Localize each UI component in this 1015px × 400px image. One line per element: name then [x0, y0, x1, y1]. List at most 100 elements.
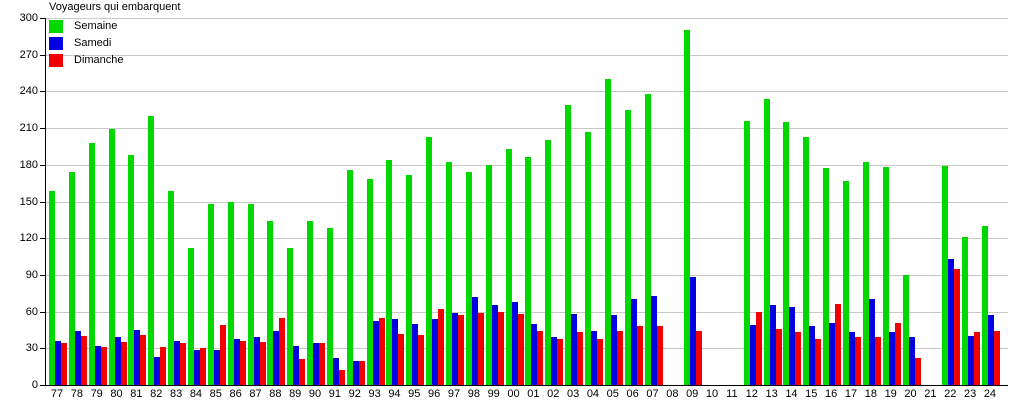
bar-samedi-03 [571, 314, 578, 385]
bar-samedi-89 [293, 345, 300, 385]
bar-dimanche-84 [199, 348, 206, 385]
x-tick-label-93: 93 [368, 388, 381, 400]
bar-samedi-79 [94, 345, 101, 385]
bar-samedi-02 [551, 337, 558, 385]
bar-dimanche-77 [61, 343, 67, 385]
bar-dimanche-78 [80, 336, 87, 385]
bar-semaine-88 [267, 221, 274, 385]
y-tick-mark-270 [40, 54, 45, 56]
bar-samedi-00 [511, 301, 518, 385]
bar-semaine-17 [843, 180, 849, 385]
x-tick-label-87: 87 [249, 388, 262, 400]
x-tick-label-96: 96 [428, 388, 441, 400]
x-tick-label-92: 92 [348, 388, 361, 400]
legend-label-samedi: Samedi [74, 37, 112, 49]
bar-dimanche-88 [279, 317, 286, 385]
bar-samedi-16 [829, 322, 836, 385]
bar-semaine-99 [485, 164, 492, 385]
x-tick-label-89: 89 [289, 388, 302, 400]
x-tick-label-07: 07 [646, 388, 659, 400]
bar-dimanche-20 [914, 358, 921, 385]
y-tick-mark-120 [40, 238, 45, 240]
y-tick-mark-30 [40, 348, 45, 350]
y-tick-label-0: 0 [31, 379, 38, 391]
bar-samedi-82 [154, 356, 161, 385]
bar-samedi-13 [769, 305, 776, 385]
gridline-300 [46, 18, 1008, 19]
bar-dimanche-98 [477, 312, 484, 385]
bar-dimanche-12 [755, 311, 762, 385]
y-tick-label-120: 120 [19, 232, 38, 245]
bar-semaine-84 [187, 248, 194, 385]
bar-samedi-77 [55, 340, 61, 385]
bar-dimanche-95 [418, 334, 425, 385]
bar-semaine-20 [902, 274, 909, 385]
bar-semaine-18 [862, 162, 869, 385]
y-tick-label-300: 300 [19, 12, 38, 24]
bar-semaine-91 [326, 228, 333, 385]
x-tick-label-17: 17 [844, 388, 858, 400]
bar-dimanche-05 [616, 331, 623, 385]
bar-semaine-09 [684, 30, 691, 385]
legend-label-semaine: Semaine [74, 20, 118, 32]
bar-semaine-97 [446, 162, 452, 385]
x-tick-label-14: 14 [785, 388, 798, 400]
x-tick-label-22: 22 [944, 388, 957, 400]
bar-dimanche-06 [636, 326, 643, 385]
bar-samedi-92 [352, 360, 359, 385]
x-tick-label-88: 88 [269, 388, 282, 400]
bar-samedi-84 [193, 349, 200, 385]
y-tick-mark-240 [40, 91, 45, 93]
bar-dimanche-96 [438, 309, 445, 385]
y-tick-label-150: 150 [19, 195, 38, 208]
bar-samedi-14 [789, 306, 796, 385]
x-tick-label-03: 03 [566, 388, 580, 400]
x-tick-label-90: 90 [308, 388, 322, 400]
bar-semaine-05 [604, 79, 611, 385]
y-tick-mark-90 [40, 274, 45, 276]
bar-dimanche-04 [596, 338, 603, 385]
x-tick-label-97: 97 [447, 388, 461, 400]
bar-samedi-04 [590, 331, 597, 385]
bar-samedi-18 [868, 299, 875, 385]
bar-semaine-13 [763, 98, 770, 385]
bar-semaine-80 [108, 129, 115, 385]
legend-swatch-semaine [49, 20, 63, 33]
bar-samedi-97 [452, 312, 458, 385]
y-tick-label-240: 240 [19, 85, 38, 98]
bar-semaine-12 [743, 120, 750, 385]
y-tick-label-90: 90 [25, 268, 38, 281]
bar-semaine-19 [882, 167, 889, 385]
bar-dimanche-93 [378, 317, 385, 385]
bar-dimanche-13 [775, 328, 782, 385]
bar-dimanche-92 [358, 360, 365, 385]
y-tick-mark-180 [40, 164, 45, 166]
bar-samedi-19 [888, 332, 895, 385]
bar-samedi-98 [471, 296, 478, 385]
bar-samedi-09 [690, 277, 697, 385]
bar-dimanche-24 [993, 331, 1000, 385]
bar-semaine-98 [465, 172, 472, 385]
x-tick-label-16: 16 [825, 388, 838, 400]
bar-dimanche-16 [835, 304, 842, 385]
bar-semaine-79 [88, 142, 95, 385]
gridline-270 [46, 54, 1008, 56]
bar-samedi-20 [908, 337, 915, 385]
x-tick-label-24: 24 [983, 388, 997, 400]
x-tick-label-19: 19 [884, 388, 897, 400]
bar-semaine-01 [525, 157, 532, 385]
chart-title: Voyageurs qui embarquent [49, 1, 181, 13]
bar-samedi-95 [412, 323, 419, 385]
bar-samedi-17 [849, 332, 855, 385]
bar-samedi-23 [968, 336, 975, 385]
bar-dimanche-89 [299, 359, 306, 385]
x-tick-label-91: 91 [328, 388, 342, 400]
bar-semaine-89 [287, 248, 294, 385]
y-tick-label-60: 60 [25, 305, 38, 318]
legend-swatch-samedi [49, 37, 63, 50]
bar-samedi-83 [174, 340, 181, 385]
bar-dimanche-90 [319, 343, 326, 385]
bar-dimanche-91 [338, 370, 345, 385]
bar-semaine-82 [148, 115, 155, 385]
